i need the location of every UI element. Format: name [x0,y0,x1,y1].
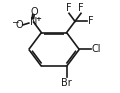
Text: F: F [66,3,72,13]
Text: O: O [30,7,38,17]
Text: +: + [35,16,41,22]
Text: −: − [11,17,18,26]
Text: F: F [88,16,93,26]
Text: N: N [30,17,37,27]
Text: Br: Br [61,78,72,88]
Text: O: O [15,20,23,30]
Text: Cl: Cl [92,44,101,54]
Text: F: F [78,3,84,13]
